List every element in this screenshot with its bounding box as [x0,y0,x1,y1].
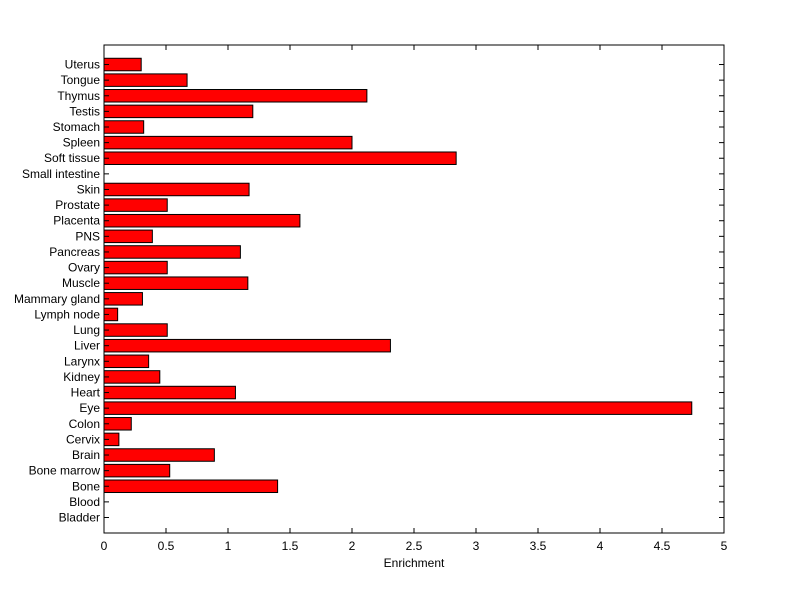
y-tick-label-mammary-gland: Mammary gland [14,292,100,306]
x-tick-label-1-5: 1.5 [282,539,299,553]
y-tick-label-kidney: Kidney [63,370,100,384]
x-tick-label-0: 0 [101,539,108,553]
x-axis-title: Enrichment [384,556,445,570]
y-tick-label-bone: Bone [72,479,100,493]
y-tick-label-heart: Heart [71,386,101,400]
bar-pns [103,229,153,244]
y-tick-label-liver: Liver [74,339,100,353]
y-tick-label-lung: Lung [73,323,100,337]
bar-skin [103,182,250,197]
bar-spleen [103,135,353,150]
bar-testis [103,104,254,119]
y-tick-label-pancreas: Pancreas [49,245,100,259]
bar-pancreas [103,245,241,259]
y-tick-label-bone-marrow: Bone marrow [29,464,101,478]
y-tick-label-prostate: Prostate [55,198,100,212]
bar-lung [103,323,168,337]
bar-placenta [103,213,301,228]
x-tick-label-0-5: 0.5 [158,539,175,553]
y-tick-label-larynx: Larynx [64,354,100,368]
y-tick-label-placenta: Placenta [53,214,100,228]
bar-bone [103,479,279,494]
bar-uterus [103,57,142,72]
ticks-group [103,45,725,533]
y-tick-label-thymus: Thymus [57,89,100,103]
bar-eye [103,401,693,415]
x-tick-label-3-5: 3.5 [530,539,547,553]
x-tick-label-5: 5 [721,539,728,553]
y-tick-label-bladder: Bladder [59,511,100,525]
y-tick-label-muscle: Muscle [62,276,100,290]
bar-soft-tissue [103,151,457,165]
bar-ovary [103,260,168,275]
y-tick-label-testis: Testis [69,104,100,118]
y-tick-label-lymph-node: Lymph node [34,307,100,321]
y-tick-label-small-intestine: Small intestine [22,167,100,181]
bar-bone-marrow [103,463,171,478]
x-tick-label-1: 1 [225,539,232,553]
bar-liver [103,338,391,353]
x-tick-label-4-5: 4.5 [654,539,671,553]
bar-brain [103,448,215,462]
x-tick-label-2-5: 2.5 [406,539,423,553]
y-tick-label-pns: PNS [75,229,100,243]
bar-muscle [103,276,249,290]
y-tick-label-spleen: Spleen [63,136,100,150]
bar-stomach [103,120,145,134]
y-tick-label-tongue: Tongue [61,73,101,87]
bar-thymus [103,89,368,103]
y-tick-label-stomach: Stomach [53,120,100,134]
y-tick-label-soft-tissue: Soft tissue [44,151,100,165]
bar-kidney [103,370,161,384]
y-tick-label-cervix: Cervix [66,432,100,446]
y-tick-label-colon: Colon [69,417,100,431]
x-tick-label-4: 4 [597,539,604,553]
y-tick-label-skin: Skin [77,182,100,196]
y-tick-label-eye: Eye [79,401,100,415]
y-tick-label-ovary: Ovary [68,261,100,275]
y-tick-label-uterus: Uterus [65,58,100,72]
x-tick-label-3: 3 [473,539,480,553]
y-tick-label-brain: Brain [72,448,100,462]
bar-larynx [103,354,150,369]
bar-tongue [103,73,188,87]
bar-prostate [103,198,168,212]
bar-heart [103,385,236,400]
x-tick-label-2: 2 [349,539,356,553]
y-tick-label-blood: Blood [69,495,100,509]
bar-mammary-gland [103,292,143,306]
plot-frame [103,44,725,534]
